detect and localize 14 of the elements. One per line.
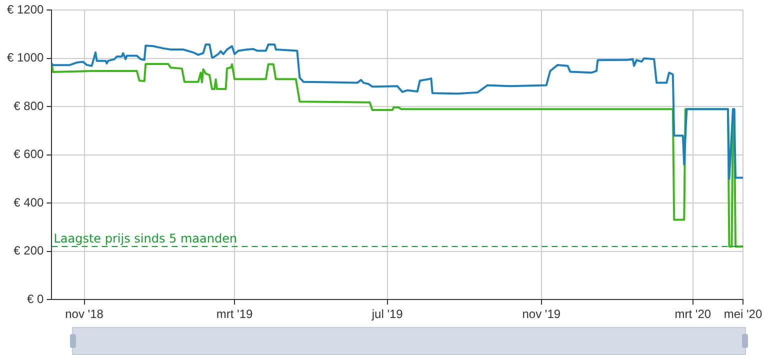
x-tick-label: nov '18 <box>65 307 104 322</box>
x-tick-label: mrt '20 <box>674 307 712 322</box>
y-tick-label: € 200 <box>14 244 44 258</box>
y-tick-label: € 1200 <box>7 2 44 17</box>
x-tick-label: mrt '19 <box>216 307 254 322</box>
y-tick-label: € 0 <box>27 292 44 306</box>
y-tick-label: € 600 <box>14 147 44 162</box>
x-tick-label: nov '19 <box>522 307 561 322</box>
y-tick-label: € 1000 <box>7 50 44 65</box>
y-tick-label: € 400 <box>14 195 44 210</box>
ref-line-label: Laagste prijs sinds 5 maanden <box>54 232 238 246</box>
x-tick-label: jul '19 <box>370 307 404 322</box>
x-tick-label: mei '20 <box>724 307 762 322</box>
y-tick-label: € 800 <box>14 98 44 113</box>
